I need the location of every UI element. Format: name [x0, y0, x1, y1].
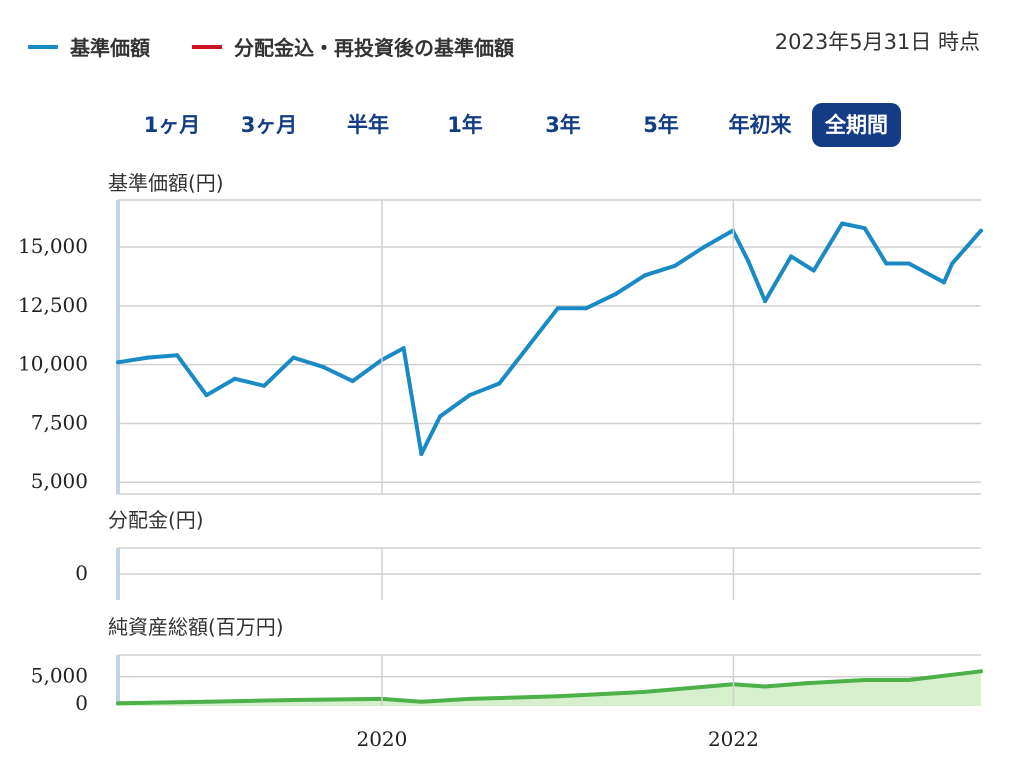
y-tick-label: 7,500: [31, 410, 88, 434]
legend-label-reinvested: 分配金込・再投資後の基準価額: [234, 36, 514, 60]
nav-point: [401, 346, 406, 351]
nav-y-tick-labels: 5,000 7,500 10,000 12,500 15,000: [18, 234, 88, 493]
nav-point: [789, 254, 794, 259]
vertical-gridlines: [381, 200, 735, 706]
nav-point: [497, 381, 502, 386]
net-assets-point: [642, 689, 647, 694]
tab-1-month[interactable]: 1ヶ月: [143, 113, 201, 137]
nav-point: [232, 376, 237, 381]
nav-point: [145, 355, 150, 360]
nav-point: [979, 228, 983, 233]
net-assets-point: [555, 694, 560, 699]
nav-point: [204, 393, 209, 398]
nav-point: [321, 364, 326, 369]
net-assets-line: [117, 669, 982, 706]
nav-point: [642, 273, 647, 278]
period-tabs: 1ヶ月 3ヶ月 半年 1年 3年 5年 年初来 全期間: [0, 103, 1014, 147]
as-of-date: 2023年5月31日 時点: [774, 30, 980, 54]
net-assets-point: [906, 677, 911, 682]
tab-3-months[interactable]: 3ヶ月: [240, 113, 298, 137]
net-assets-data-points: [116, 669, 983, 706]
x-tick-label: 2020: [356, 727, 407, 751]
y-tick-label: 5,000: [31, 664, 88, 688]
nav-point: [672, 263, 677, 268]
panel-title-nav: 基準価額(円): [108, 171, 224, 195]
net-assets-point: [763, 684, 768, 689]
nav-point: [262, 383, 267, 388]
nav-point: [811, 268, 816, 273]
net-assets-point: [467, 696, 472, 701]
nav-point: [467, 393, 472, 398]
nav-point: [746, 259, 751, 264]
nav-point: [840, 221, 845, 226]
panel-title-distribution: 分配金(円): [108, 508, 204, 532]
legend: 基準価額 分配金込・再投資後の基準価額: [28, 32, 556, 61]
tab-1-year[interactable]: 1年: [447, 113, 483, 137]
x-tick-label: 2022: [708, 727, 759, 751]
net-assets-point: [979, 669, 983, 674]
nav-point: [702, 245, 707, 250]
nav-point: [906, 261, 911, 266]
tab-ytd[interactable]: 年初来: [728, 113, 792, 137]
nav-point: [438, 414, 443, 419]
distribution-y-tick-labels: 0: [75, 561, 88, 585]
nav-point: [763, 299, 768, 304]
net-assets-point: [291, 698, 296, 703]
tab-half-year[interactable]: 半年: [347, 113, 389, 137]
nav-point: [526, 343, 531, 348]
y-tick-label: 0: [75, 691, 88, 715]
tab-all-period[interactable]: 全期間: [812, 103, 901, 147]
legend-item-reinvested[interactable]: 分配金込・再投資後の基準価額: [192, 32, 514, 61]
nav-data-points: [116, 221, 983, 457]
distribution-gridlines: [116, 547, 981, 600]
net-assets-point: [862, 677, 867, 682]
net-assets-point: [116, 701, 120, 706]
y-tick-label: 5,000: [31, 469, 88, 493]
net-assets-point: [204, 699, 209, 704]
nav-point: [941, 280, 946, 285]
y-tick-label: 15,000: [18, 234, 88, 258]
nav-point: [884, 261, 889, 266]
net-assets-area: [118, 671, 981, 706]
nav-point: [350, 379, 355, 384]
nav-point: [555, 306, 560, 311]
panel-title-net-assets: 純資産総額(百万円): [108, 615, 284, 639]
y-tick-label: 0: [75, 561, 88, 585]
net-assets-point: [419, 699, 424, 704]
net-assets-point: [803, 681, 808, 686]
nav-point: [419, 452, 424, 457]
nav-point: [291, 355, 296, 360]
nav-point: [175, 353, 180, 358]
legend-label-nav: 基準価額: [70, 36, 150, 60]
legend-swatch-nav: [28, 44, 58, 49]
tab-5-years[interactable]: 5年: [643, 113, 679, 137]
nav-series-line: [117, 221, 983, 456]
nav-point: [584, 306, 589, 311]
x-tick-labels: 2020 2022: [356, 727, 758, 751]
nav-point: [613, 292, 618, 297]
y-tick-label: 10,000: [18, 352, 88, 376]
net-assets-y-tick-labels: 0 5,000: [31, 664, 88, 715]
legend-swatch-reinvested: [192, 44, 222, 49]
y-tick-label: 12,500: [18, 293, 88, 317]
nav-point: [950, 261, 955, 266]
nav-point: [862, 226, 867, 231]
legend-item-nav[interactable]: 基準価額: [28, 32, 150, 61]
nav-point: [116, 360, 120, 365]
tab-3-years[interactable]: 3年: [545, 113, 581, 137]
nav-gridlines: [116, 199, 981, 495]
